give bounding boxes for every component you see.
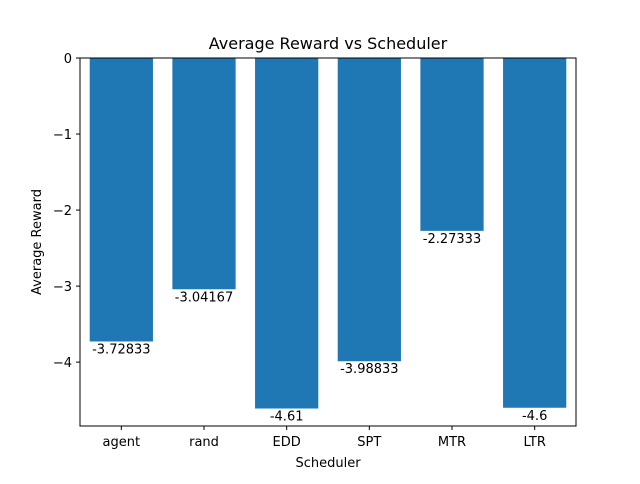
y-axis-label: Average Reward: [30, 189, 45, 295]
data-label-LTR: -4.6: [522, 409, 547, 424]
bars-layer: [89, 58, 567, 409]
bar-SPT: [337, 58, 401, 362]
x-tick-label-agent: agent: [103, 435, 141, 450]
bar-rand: [172, 58, 236, 290]
chart-title: Average Reward vs Scheduler: [209, 34, 448, 53]
data-labels-layer: -3.72833 -3.04167 -4.61 -3.98833 -2.27333 -4.…: [92, 232, 547, 425]
data-label-rand: -3.04167: [175, 290, 233, 305]
axes-frame: [79, 57, 577, 427]
x-tick-label-rand: rand: [189, 435, 219, 450]
bar-EDD: [255, 58, 319, 409]
data-label-EDD: -4.61: [270, 410, 304, 425]
x-axis-label: Scheduler: [295, 456, 361, 471]
y-tick-label-4: −4: [53, 356, 72, 371]
data-label-MTR: -2.27333: [423, 232, 481, 247]
x-tick-label-MTR: MTR: [438, 435, 466, 450]
bar-agent: [89, 58, 153, 342]
data-label-SPT: -3.98833: [340, 362, 398, 377]
bar-LTR: [503, 58, 567, 408]
data-label-agent: -3.72833: [92, 342, 150, 357]
x-tick-label-EDD: EDD: [273, 435, 301, 450]
y-tick-label-2: −2: [53, 204, 72, 219]
x-tick-label-SPT: SPT: [357, 435, 381, 450]
x-tick-label-LTR: LTR: [523, 435, 545, 450]
y-tick-label-3: −3: [53, 280, 72, 295]
y-tick-label-1: −1: [53, 128, 72, 143]
ticks-layer: agent rand EDD SPT MTR LTR 0 −1 −2 −3 −4: [53, 52, 546, 450]
bar-MTR: [420, 58, 484, 231]
y-tick-label-0: 0: [64, 52, 72, 67]
